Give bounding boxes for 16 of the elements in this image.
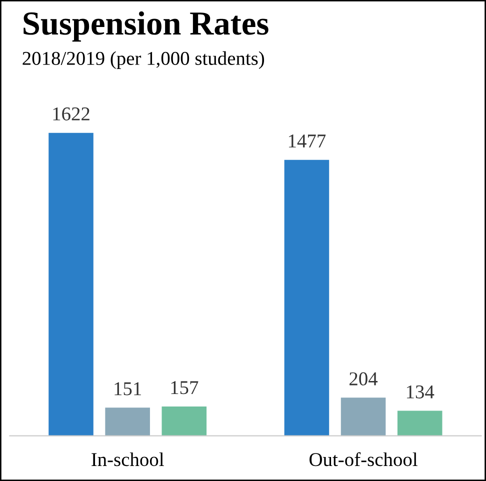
x-tick-label: In-school [92, 452, 164, 466]
bar [105, 408, 150, 436]
data-label: 1622 [53, 107, 90, 120]
data-label: 1477 [288, 134, 326, 148]
bar [284, 160, 330, 436]
data-label: 151 [114, 382, 141, 396]
bar [48, 132, 94, 436]
data-label: 157 [171, 381, 198, 394]
chart-title: Suspension Rates [24, 11, 268, 42]
bar [397, 410, 442, 436]
data-label: 134 [406, 385, 434, 398]
bar [162, 406, 207, 436]
x-tick-label: Out-of-school [310, 452, 418, 466]
chart-subtitle: 2018/2019 (per 1,000 students) [22, 51, 264, 69]
data-label: 204 [350, 372, 378, 386]
bar [340, 398, 386, 436]
